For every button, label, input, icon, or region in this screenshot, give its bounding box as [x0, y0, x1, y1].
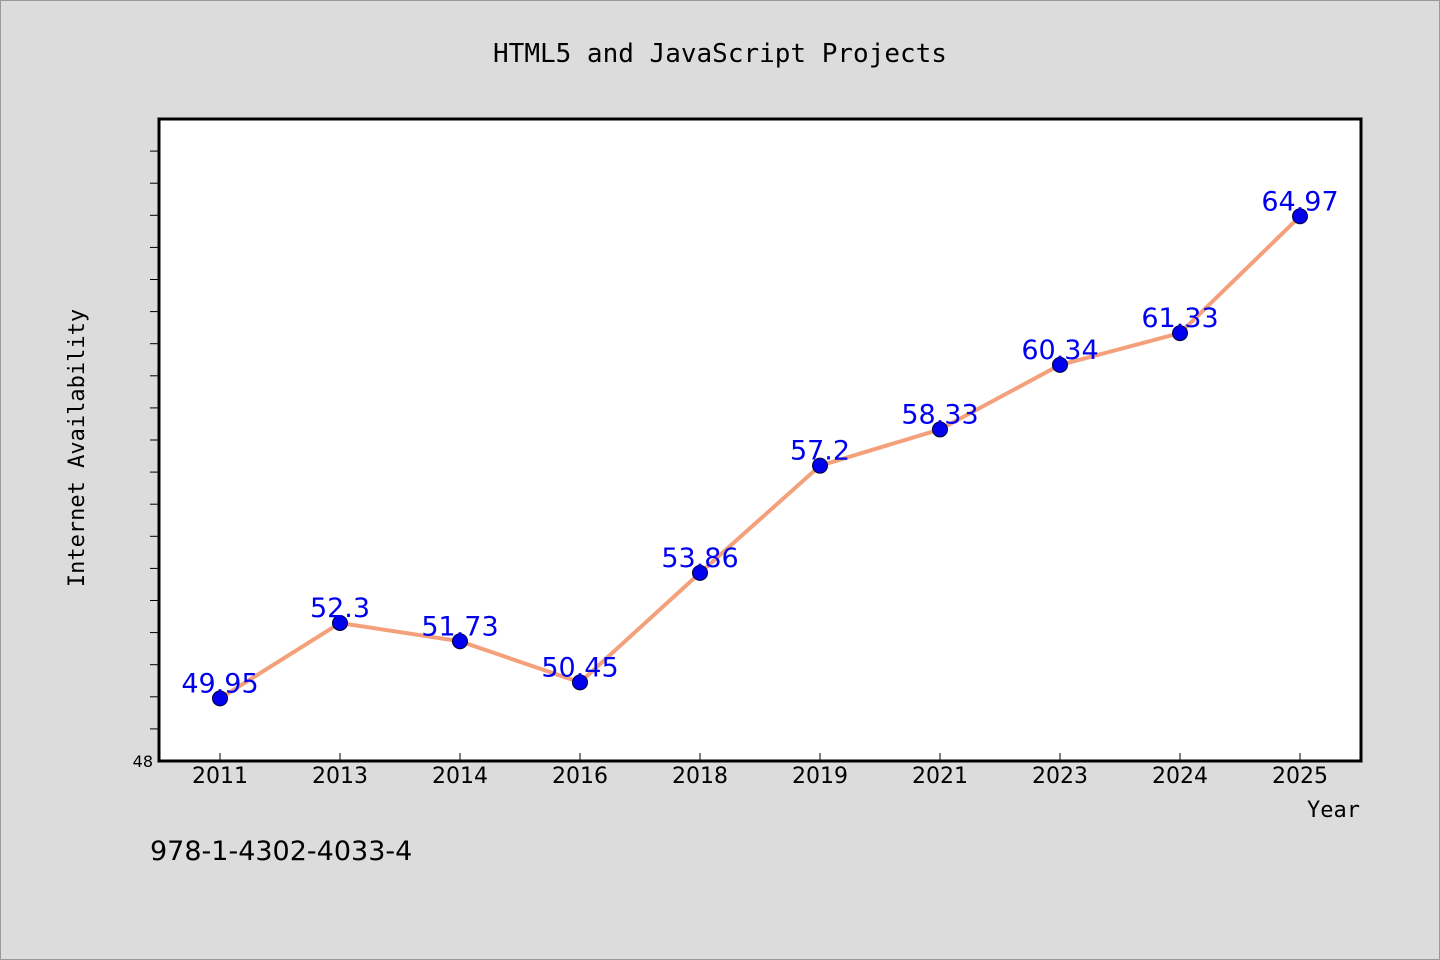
data-point: [812, 457, 828, 474]
x-tick-label: 2018: [672, 764, 728, 789]
data-point: [692, 564, 708, 581]
data-label: 51.73: [421, 611, 498, 642]
x-axis-ticks: [219, 753, 1301, 761]
x-axis-tick-labels: 2011 2013 2014 2016 2018 2019 2021 2023 2024 2025: [192, 764, 1328, 789]
data-label: 53.86: [661, 543, 738, 574]
x-tick-label: 2011: [192, 764, 248, 789]
x-tick-label: 2023: [1032, 764, 1088, 789]
isbn-text: 978-1-4302-4033-4: [150, 836, 413, 867]
data-point: [212, 690, 228, 707]
data-point: [452, 633, 468, 650]
data-label: 58.33: [901, 399, 978, 430]
data-label: 49.95: [181, 668, 258, 699]
y-axis-ticks: [150, 150, 159, 730]
data-label: 52.3: [310, 593, 370, 624]
data-label: 61.33: [1141, 303, 1218, 334]
data-markers: [212, 208, 1308, 707]
x-tick-label: 2021: [912, 764, 968, 789]
x-tick-label: 2024: [1152, 764, 1208, 789]
y-axis-label: Internet Availability: [65, 309, 90, 587]
data-point: [1292, 208, 1308, 225]
chart-title: HTML5 and JavaScript Projects: [493, 39, 947, 69]
x-tick-label: 2025: [1272, 764, 1328, 789]
series-line: [218, 214, 1302, 701]
data-point: [932, 421, 948, 438]
data-point: [1052, 356, 1068, 373]
x-tick-label: 2014: [432, 764, 488, 789]
data-label: 57.2: [790, 436, 850, 467]
data-label: 64.97: [1261, 186, 1338, 217]
data-label: 60.34: [1021, 335, 1098, 366]
data-point: [332, 614, 348, 631]
x-tick-label: 2013: [312, 764, 368, 789]
data-point: [1172, 325, 1188, 342]
x-axis-label: Year: [1307, 798, 1360, 823]
y-tick-label: 48: [133, 752, 153, 771]
y-axis-tick-labels: 48: [133, 752, 153, 771]
plot-area: [157, 117, 1363, 763]
x-tick-label: 2016: [552, 764, 608, 789]
x-tick-label: 2019: [792, 764, 848, 789]
data-label: 50.45: [541, 652, 618, 683]
data-point: [572, 674, 588, 691]
data-labels: 49.95 52.3 51.73 50.45 53.86 57.2 58.33 60.34 61…: [181, 186, 1338, 699]
